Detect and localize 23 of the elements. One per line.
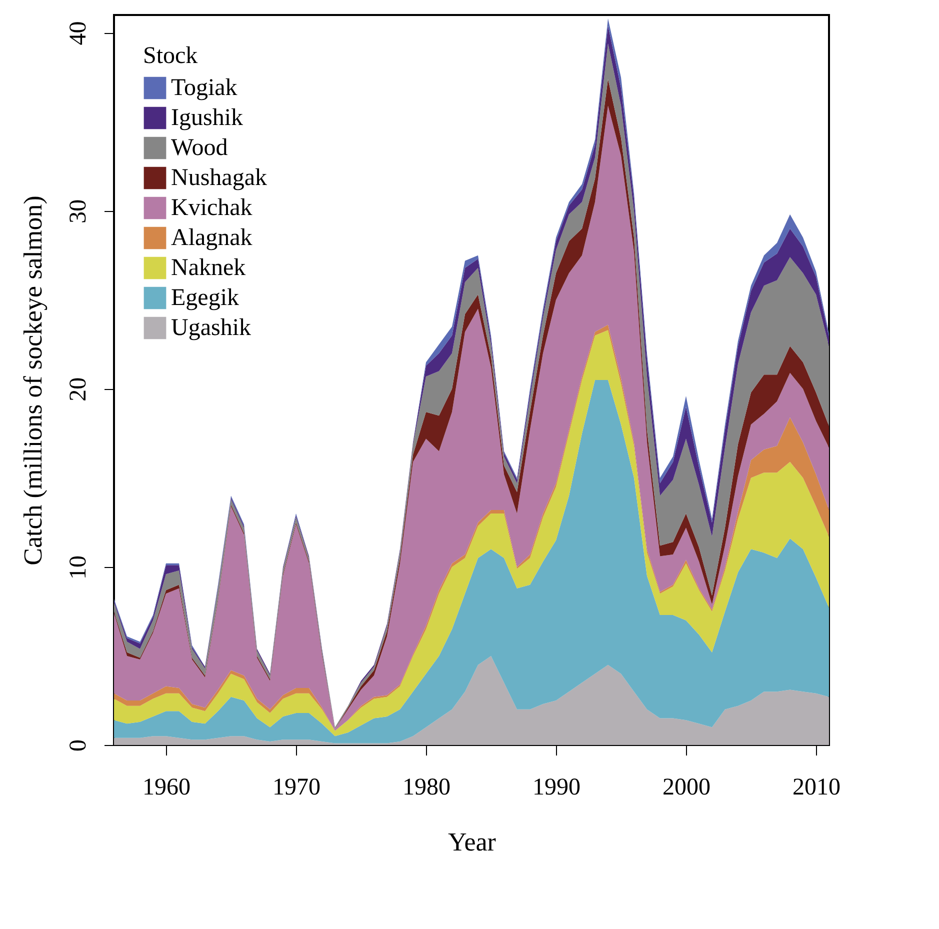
legend-label: Igushik xyxy=(171,105,243,131)
x-tick-label: 1990 xyxy=(532,774,580,800)
y-axis-title: Catch (millions of sockeye salmon) xyxy=(18,196,48,566)
legend-label: Kvichak xyxy=(171,195,252,221)
legend-label: Togiak xyxy=(171,75,238,101)
x-axis-title: Year xyxy=(448,828,496,856)
x-tick-label: 2010 xyxy=(792,774,840,800)
x-tick-label: 1970 xyxy=(272,774,320,800)
legend-label: Ugashik xyxy=(171,315,251,341)
x-tick-label: 1960 xyxy=(142,774,190,800)
x-tick-label: 2000 xyxy=(662,774,710,800)
legend-label: Nushagak xyxy=(171,165,267,191)
y-tick-label: 10 xyxy=(66,555,92,580)
legend-label: Alagnak xyxy=(171,225,252,251)
y-tick-label: 30 xyxy=(66,199,92,224)
legend-label: Naknek xyxy=(171,255,246,281)
legend-label: Egegik xyxy=(171,285,239,311)
y-tick-label: 20 xyxy=(66,377,92,402)
y-tick-label: 0 xyxy=(66,740,92,752)
legend-title: Stock xyxy=(143,43,198,69)
y-tick-label: 40 xyxy=(66,21,92,46)
x-tick-label: 1980 xyxy=(402,774,450,800)
legend-label: Wood xyxy=(171,135,228,161)
